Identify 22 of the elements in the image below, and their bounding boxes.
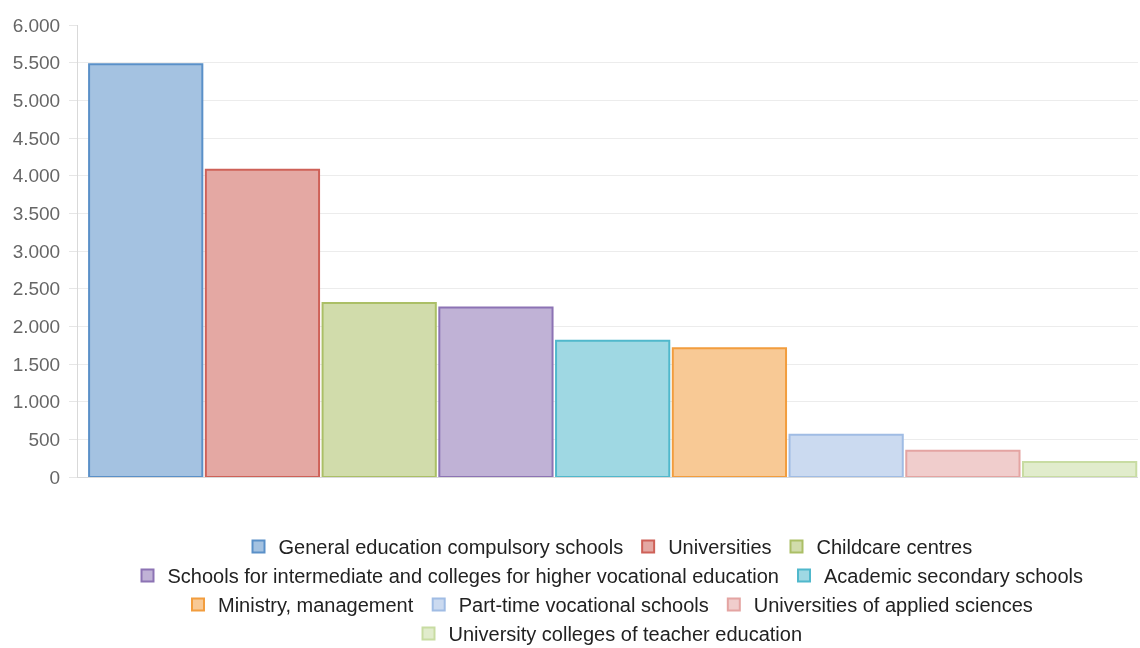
y-tick-label: 4.000 [12,165,61,187]
legend-label: Universities of applied sciences [753,594,1033,617]
legend-label: Part-time vocational schools [458,594,709,617]
legend-label: Universities [668,536,772,559]
y-tick-label: 2.000 [12,315,61,337]
legend-label: Ministry, management [218,594,414,617]
y-tick-label: 5.000 [12,89,61,111]
legend-label: Academic secondary schools [823,565,1083,588]
legend-label: Schools for intermediate and colleges for higher vocational education [167,565,779,588]
y-tick-label: 3.000 [12,240,61,262]
legend-label: Childcare centres [816,536,973,559]
y-tick-label: 1.000 [12,391,61,413]
y-tick-label: 1.500 [12,353,61,375]
y-tick-label: 6.000 [12,14,61,36]
y-tick-label: 3.500 [12,202,61,224]
y-tick-label: 5.500 [12,52,61,74]
y-tick-label: 500 [28,428,61,450]
y-tick-label: 4.500 [12,127,61,149]
y-tick-label: 2.500 [12,278,61,300]
legend-label: University colleges of teacher education [448,623,803,646]
legend-label: General education compulsory schools [278,536,624,559]
y-tick-label: 0 [49,466,61,488]
